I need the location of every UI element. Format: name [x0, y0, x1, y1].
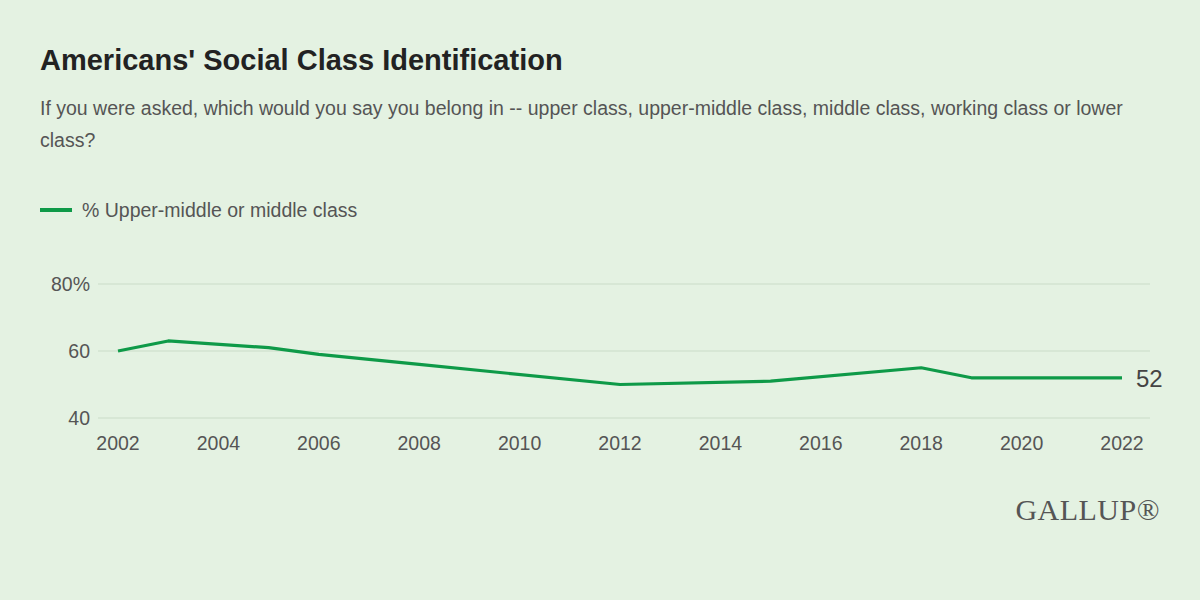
end-label: 52: [1136, 365, 1163, 392]
y-tick-label: 40: [68, 407, 90, 429]
y-tick-label: 60: [68, 340, 90, 362]
legend-label: % Upper-middle or middle class: [82, 199, 358, 221]
grid-line: [98, 350, 1150, 351]
x-tick-label: 2022: [1100, 432, 1143, 454]
x-tick-label: 2014: [699, 432, 743, 454]
x-tick-label: 2016: [799, 432, 842, 454]
grid-line: [98, 417, 1150, 418]
chart: % Upper-middle or middle class 40 60 80% 200…: [0, 0, 1200, 600]
series-line: [118, 341, 1122, 385]
legend-swatch: [40, 208, 72, 212]
x-tick-label: 2012: [598, 432, 641, 454]
title: Americans' Social Class Identification: [40, 44, 563, 77]
x-tick-label: 2018: [900, 432, 943, 454]
x-tick-label: 2002: [96, 432, 139, 454]
subtitle: If you were asked, which would you say y…: [40, 92, 1150, 156]
x-tick-label: 2010: [498, 432, 542, 454]
grid-line: [98, 283, 1150, 284]
x-tick-label: 2004: [197, 432, 241, 454]
plot-area: [118, 341, 1122, 385]
x-tick-label: 2006: [297, 432, 340, 454]
y-tick-label: 80%: [51, 273, 90, 295]
x-tick-label: 2008: [398, 432, 441, 454]
x-tick-label: 2020: [1000, 432, 1044, 454]
source-logo: GALLUP®: [1015, 493, 1160, 526]
